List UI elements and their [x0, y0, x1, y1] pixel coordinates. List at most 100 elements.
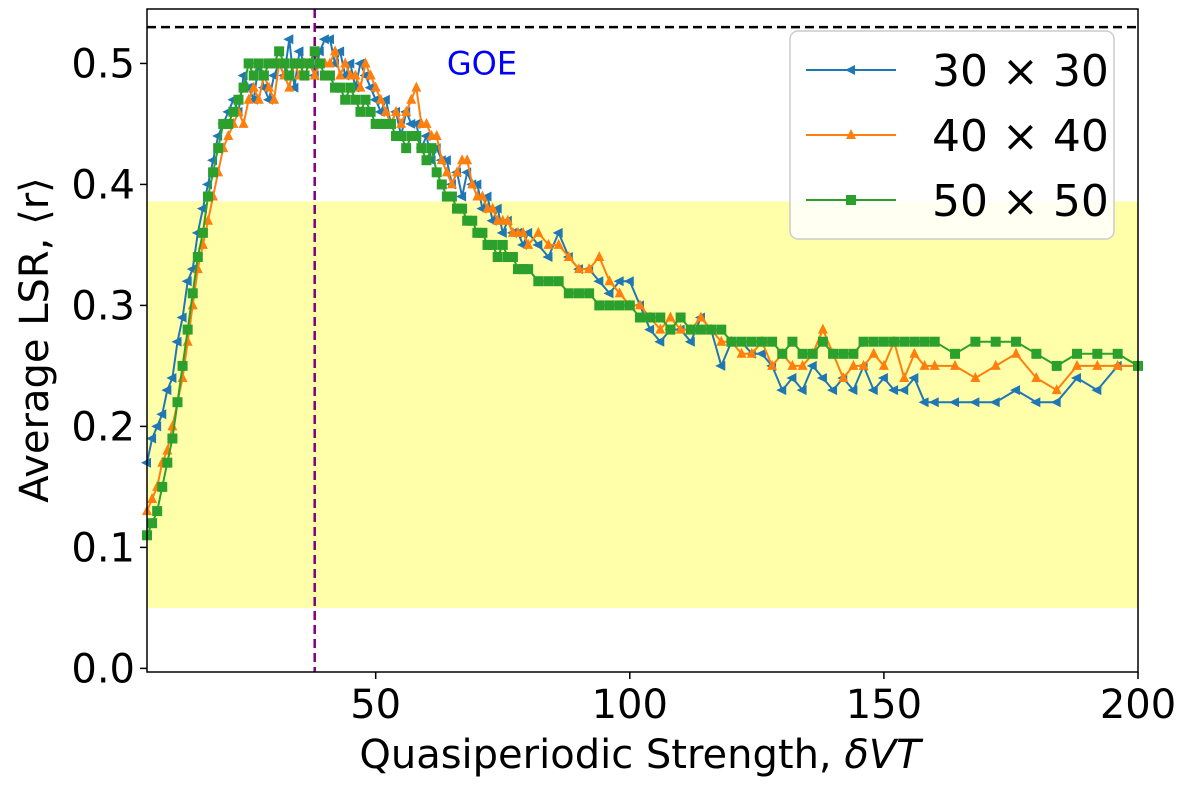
data-point — [878, 336, 889, 347]
data-point — [248, 81, 259, 92]
data-point — [695, 311, 706, 322]
x-axis-label-text: Quasiperiodic Strength, — [359, 732, 844, 778]
data-point — [197, 227, 208, 238]
data-point — [918, 397, 929, 408]
data-point — [634, 312, 645, 323]
data-point — [614, 300, 625, 311]
data-point — [970, 336, 981, 347]
data-point — [365, 106, 376, 117]
data-point — [553, 238, 564, 249]
data-point — [736, 347, 747, 358]
data-point — [171, 336, 182, 347]
data-point — [542, 252, 553, 263]
data-point — [604, 275, 615, 286]
legend-marker — [845, 65, 855, 75]
data-point — [314, 58, 325, 69]
data-point — [858, 359, 869, 370]
data-point — [523, 264, 534, 275]
data-point — [878, 359, 889, 370]
data-point — [736, 336, 747, 347]
data-point — [340, 94, 351, 105]
y-axis-ticks: 0.0 0.1 0.2 0.3 0.4 0.5 — [71, 41, 147, 692]
data-point — [196, 203, 207, 214]
data-point — [324, 57, 335, 68]
data-point — [512, 264, 523, 275]
data-point — [807, 348, 818, 359]
data-point — [391, 131, 402, 142]
data-point — [817, 323, 828, 334]
data-point — [330, 45, 341, 56]
data-point — [786, 373, 797, 384]
data-point — [223, 118, 234, 129]
data-point — [533, 226, 544, 237]
data-point — [716, 335, 727, 346]
data-point — [467, 178, 478, 189]
data-point — [471, 179, 482, 190]
data-point — [532, 239, 543, 250]
data-point — [462, 154, 473, 165]
data-point — [487, 202, 498, 213]
data-point — [350, 69, 361, 80]
data-point — [848, 348, 859, 359]
x-axis-label: Quasiperiodic Strength, δVT — [359, 732, 924, 778]
data-point — [330, 82, 341, 93]
data-point — [746, 336, 757, 347]
data-point — [1031, 372, 1042, 383]
data-point — [396, 131, 407, 142]
data-point — [319, 70, 330, 81]
data-point — [152, 506, 163, 517]
data-point — [492, 252, 503, 263]
data-point — [161, 385, 172, 396]
data-point — [755, 348, 766, 359]
data-point — [156, 409, 167, 420]
data-point — [877, 373, 888, 384]
data-point — [1030, 397, 1041, 408]
data-point — [334, 46, 345, 57]
data-point — [654, 336, 665, 347]
data-point — [1091, 385, 1102, 396]
data-point — [838, 348, 849, 359]
data-point — [908, 373, 919, 384]
data-point — [340, 57, 351, 68]
data-point — [746, 347, 757, 358]
data-point — [436, 179, 447, 190]
data-point — [867, 385, 878, 396]
data-point — [929, 359, 940, 370]
data-point — [396, 117, 407, 128]
data-point — [147, 492, 158, 503]
data-point — [613, 276, 624, 287]
data-point — [777, 348, 788, 359]
data-point — [624, 300, 635, 311]
data-point — [634, 299, 645, 310]
data-point — [258, 70, 269, 81]
data-point — [899, 336, 910, 347]
data-point — [446, 178, 457, 189]
data-point — [969, 397, 980, 408]
data-point — [436, 154, 447, 165]
data-point — [370, 81, 381, 92]
data-point — [385, 118, 396, 129]
data-point — [391, 105, 402, 116]
data-point — [208, 167, 219, 178]
data-point — [1072, 348, 1083, 359]
data-point — [522, 227, 533, 238]
shaded-band-layer — [147, 201, 1138, 608]
data-point — [269, 93, 280, 104]
data-point — [457, 203, 468, 214]
data-point — [401, 105, 412, 116]
data-point — [491, 203, 502, 214]
data-point — [847, 385, 858, 396]
data-point — [182, 324, 193, 335]
data-point — [318, 34, 329, 45]
data-point — [563, 288, 574, 299]
data-point — [487, 239, 498, 250]
data-point — [426, 143, 437, 154]
data-point — [238, 82, 249, 93]
data-point — [406, 131, 417, 142]
data-point — [440, 155, 451, 166]
data-point — [284, 70, 295, 81]
data-point — [202, 214, 213, 225]
data-point — [888, 385, 899, 396]
legend-marker — [846, 195, 856, 205]
data-point — [573, 288, 584, 299]
